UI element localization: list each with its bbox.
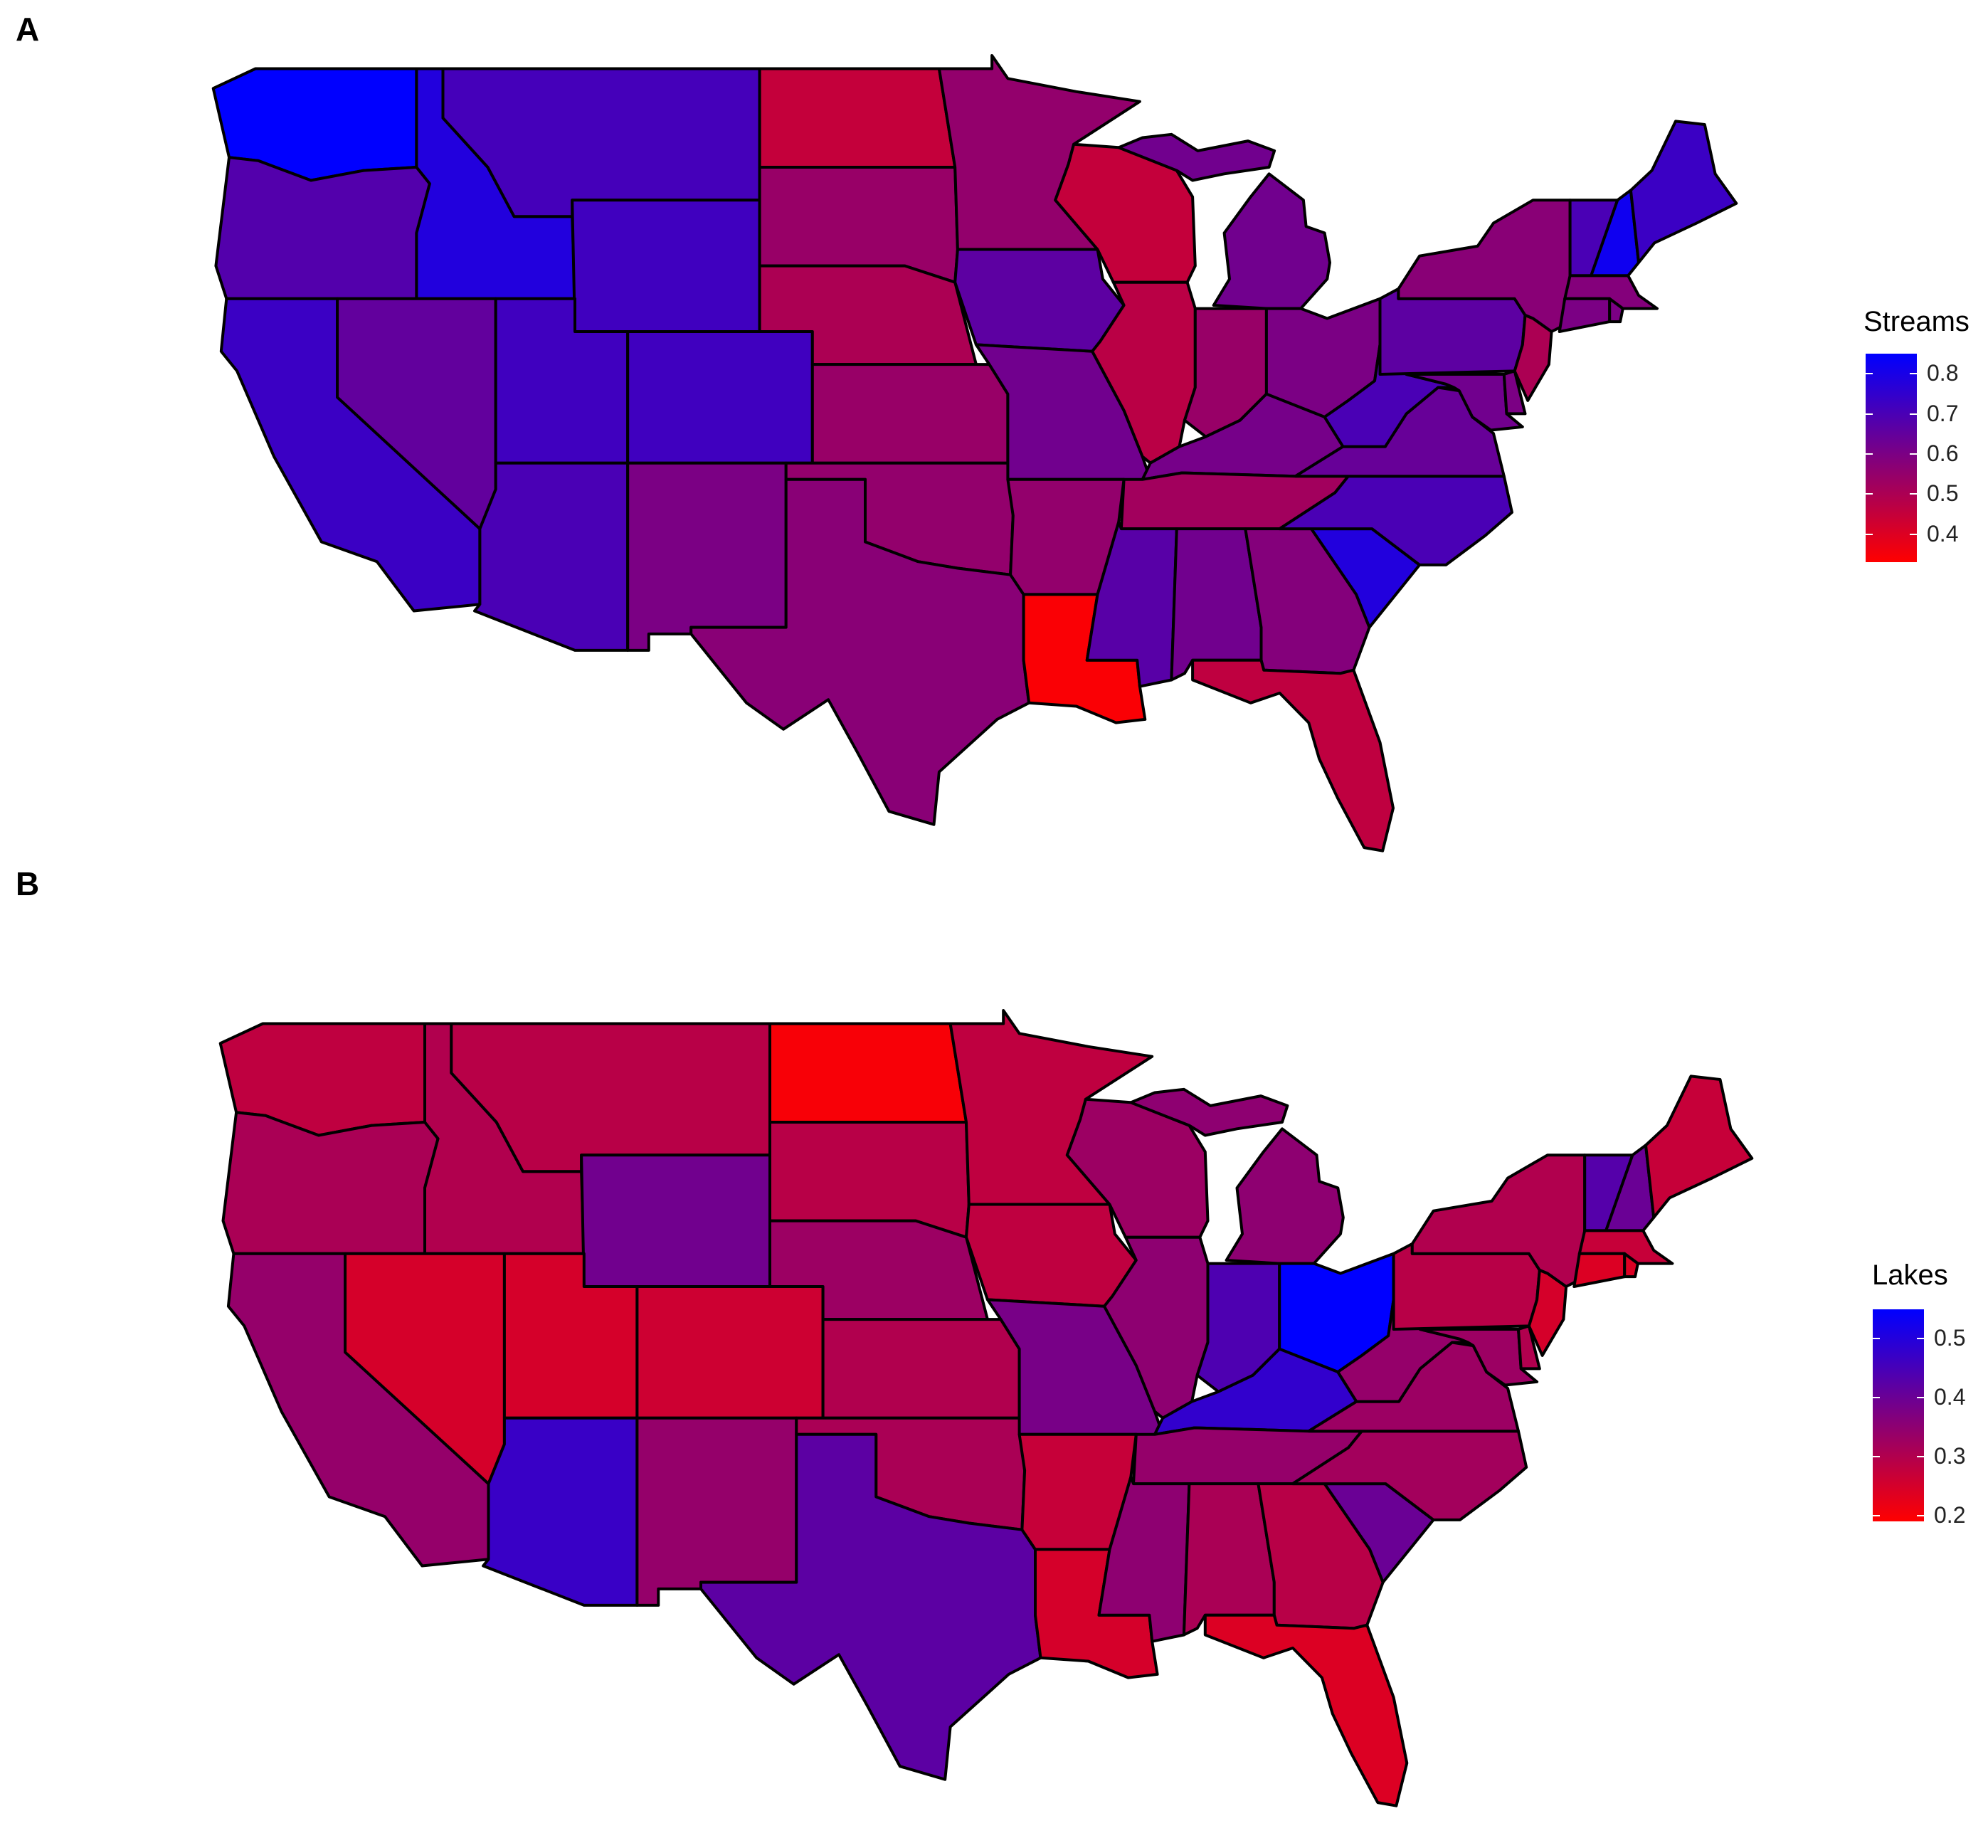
state-tx xyxy=(689,477,1031,826)
state-ia xyxy=(965,1203,1138,1308)
legend-tick-label: 0.2 xyxy=(1934,1501,1966,1528)
state-pa xyxy=(1378,287,1527,376)
state-nm xyxy=(626,461,788,652)
state-az xyxy=(482,1416,639,1607)
legend-title: Lakes xyxy=(1872,1260,1948,1291)
state-nd xyxy=(758,67,957,169)
state-fl xyxy=(1203,1613,1409,1807)
legend-tick-label: 0.6 xyxy=(1927,440,1959,466)
legend-tick-mark xyxy=(1910,373,1917,375)
legend-tick-mark xyxy=(1873,1397,1880,1399)
legend-title: Streams xyxy=(1863,306,1970,337)
legend-tick-mark xyxy=(1866,533,1873,535)
state-ia xyxy=(953,248,1126,353)
legend-tick-mark xyxy=(1873,1455,1880,1457)
state-nm xyxy=(635,1416,798,1607)
legend-tick-label: 0.4 xyxy=(1927,520,1959,547)
state-ri xyxy=(1623,1252,1639,1279)
state-or xyxy=(221,1111,440,1255)
legend-tick-label: 0.5 xyxy=(1934,1325,1966,1351)
state-mi xyxy=(1129,1087,1289,1137)
legend-tick-mark xyxy=(1866,453,1873,455)
legend-tick-mark xyxy=(1910,493,1917,495)
panel-b-label: B xyxy=(16,865,40,902)
state-tx xyxy=(699,1432,1042,1781)
state-ks xyxy=(821,1318,1021,1420)
state-nc xyxy=(1278,475,1513,566)
legend-tick-mark xyxy=(1910,413,1917,415)
state-wy xyxy=(571,199,761,333)
state-pa xyxy=(1392,1242,1541,1331)
state-az xyxy=(473,461,630,652)
color-scale-bar xyxy=(1873,1309,1924,1521)
state-wy xyxy=(580,1153,771,1288)
state-me xyxy=(1644,1075,1754,1219)
legend-tick-mark xyxy=(1873,1514,1880,1516)
state-ct xyxy=(1558,297,1612,333)
legend-tick-label: 0.8 xyxy=(1927,360,1959,386)
panel-a-label: A xyxy=(16,11,40,48)
legend-tick-label: 0.7 xyxy=(1927,400,1959,426)
legend-tick-label: 0.4 xyxy=(1934,1384,1966,1410)
state-mi xyxy=(1117,132,1276,182)
state-co xyxy=(626,330,814,465)
state-nc xyxy=(1291,1430,1528,1521)
lakes-choropleth-map xyxy=(218,1009,1754,1807)
legend-tick-mark xyxy=(1873,1338,1880,1340)
legend-tick-mark xyxy=(1917,1455,1924,1457)
state-mi xyxy=(1225,1127,1345,1265)
legend-tick-mark xyxy=(1866,373,1873,375)
state-co xyxy=(635,1285,825,1420)
state-nh xyxy=(1604,1144,1656,1232)
lakes-legend: Lakes 0.5 0.4 0.3 0.2 xyxy=(1864,1260,1988,1587)
legend-tick-label: 0.3 xyxy=(1934,1442,1966,1469)
streams-legend: Streams 0.8 0.7 0.6 0.5 0.4 xyxy=(1857,306,1988,626)
state-ri xyxy=(1608,297,1624,324)
legend-tick-mark xyxy=(1866,493,1873,495)
state-nh xyxy=(1590,189,1640,278)
state-ks xyxy=(810,363,1010,465)
legend-tick-mark xyxy=(1917,1397,1924,1399)
state-mi xyxy=(1212,172,1331,310)
state-me xyxy=(1629,120,1738,264)
legend-tick-mark xyxy=(1910,533,1917,535)
state-fl xyxy=(1191,658,1395,852)
legend-tick-mark xyxy=(1917,1338,1924,1340)
streams-choropleth-map xyxy=(211,54,1738,852)
legend-tick-mark xyxy=(1917,1514,1924,1516)
state-ct xyxy=(1572,1252,1627,1288)
legend-tick-label: 0.5 xyxy=(1927,480,1959,507)
state-nd xyxy=(768,1022,968,1124)
legend-tick-mark xyxy=(1910,453,1917,455)
legend-tick-mark xyxy=(1866,413,1873,415)
state-or xyxy=(214,156,431,300)
color-scale-bar xyxy=(1866,354,1917,562)
